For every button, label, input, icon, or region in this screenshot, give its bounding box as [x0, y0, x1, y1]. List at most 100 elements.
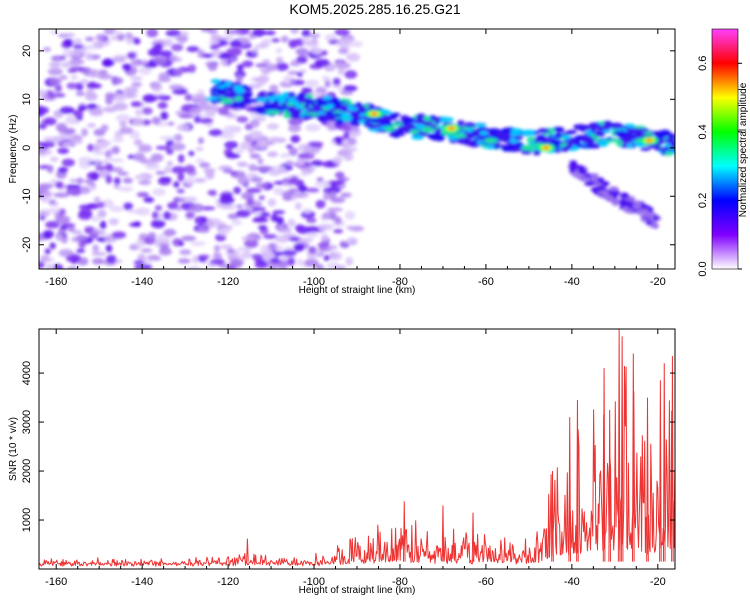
band-blob [463, 122, 476, 128]
noise-blob [178, 240, 185, 247]
noise-blob [204, 110, 216, 118]
noise-blob [167, 201, 179, 210]
band-blob [317, 111, 327, 115]
noise-blob [255, 182, 267, 189]
band-blob [380, 120, 393, 127]
band-blob [287, 92, 296, 98]
branch-blob [607, 197, 614, 202]
noise-blob [176, 35, 189, 43]
noise-blob [206, 218, 222, 226]
noise-blob [254, 211, 262, 217]
noise-blob [256, 139, 267, 149]
noise-blob [166, 161, 174, 166]
noise-blob [116, 33, 125, 41]
noise-blob [44, 196, 53, 203]
noise-blob [141, 59, 149, 65]
noise-blob [322, 211, 338, 220]
branch-blob [645, 211, 657, 217]
band-blob [347, 107, 359, 111]
noise-blob [347, 137, 357, 146]
noise-blob [72, 38, 83, 47]
noise-blob [133, 38, 141, 45]
noise-blob [285, 160, 294, 166]
noise-blob [130, 76, 143, 82]
noise-blob [267, 242, 277, 250]
noise-blob [275, 62, 289, 71]
snr-x-tick-label: -100 [303, 576, 325, 588]
noise-blob [289, 61, 301, 67]
branch-blob [634, 200, 642, 206]
noise-blob [67, 226, 76, 232]
noise-blob [304, 258, 319, 267]
band-blob [353, 120, 361, 127]
noise-blob [152, 56, 167, 65]
noise-blob [151, 83, 163, 92]
noise-blob [235, 209, 251, 218]
branch-blob [589, 173, 600, 177]
noise-blob [256, 76, 268, 86]
noise-blob [130, 58, 138, 68]
noise-blob [123, 86, 139, 94]
noise-blob [174, 197, 186, 203]
noise-blob [298, 185, 308, 193]
noise-blob [72, 109, 84, 118]
noise-blob [301, 87, 313, 92]
noise-blob [329, 180, 342, 187]
branch-blob [572, 173, 582, 178]
band-blob [351, 118, 361, 122]
band-blob [626, 143, 634, 149]
band-blob [228, 90, 236, 95]
noise-blob [159, 243, 170, 252]
noise-blob [99, 220, 107, 230]
noise-blob [223, 125, 239, 134]
noise-blob [242, 60, 254, 68]
snr-spikes [246, 329, 674, 562]
noise-blob [47, 91, 55, 99]
band-blob [336, 118, 344, 125]
noise-blob [95, 165, 106, 172]
noise-blob [75, 82, 84, 91]
noise-blob [299, 152, 315, 160]
spectrogram-y-tick-label: -10 [21, 188, 33, 204]
branch-blob [626, 197, 635, 202]
noise-blob [300, 172, 308, 177]
band-blob [554, 132, 563, 139]
noise-blob [123, 202, 134, 211]
noise-blob [252, 29, 266, 37]
noise-blob [290, 29, 300, 35]
noise-blob [306, 232, 318, 238]
band-blob [609, 122, 624, 129]
noise-blob [76, 177, 84, 185]
band-blob [497, 132, 511, 139]
band-blob [211, 93, 220, 97]
noise-blob [343, 130, 350, 138]
noise-blob [97, 209, 107, 218]
noise-blob [107, 219, 119, 225]
noise-blob [91, 251, 107, 256]
noise-blob [344, 155, 353, 161]
noise-blob [136, 175, 147, 180]
noise-blob [314, 180, 331, 188]
noise-blob [344, 70, 358, 79]
noise-blob [97, 144, 108, 149]
band-blob [500, 128, 512, 134]
band-blob [279, 105, 288, 111]
band-blob [303, 103, 311, 110]
snr-x-tick-label: -40 [564, 576, 580, 588]
noise-blob [229, 170, 238, 176]
noise-blob [145, 164, 161, 170]
noise-blob [133, 139, 143, 146]
noise-blob [66, 114, 73, 122]
noise-blob [62, 49, 74, 58]
noise-blob [330, 251, 343, 261]
noise-blob [147, 254, 161, 261]
band-blob [286, 108, 300, 113]
band-blob [590, 128, 597, 133]
spectrogram-x-tick-label: -60 [478, 276, 494, 288]
noise-blob [59, 106, 75, 115]
noise-blob [324, 79, 331, 88]
band-blob [597, 139, 608, 145]
noise-blob [256, 206, 266, 212]
spectrogram-x-tick-label: -160 [45, 276, 67, 288]
noise-blob [45, 220, 60, 229]
